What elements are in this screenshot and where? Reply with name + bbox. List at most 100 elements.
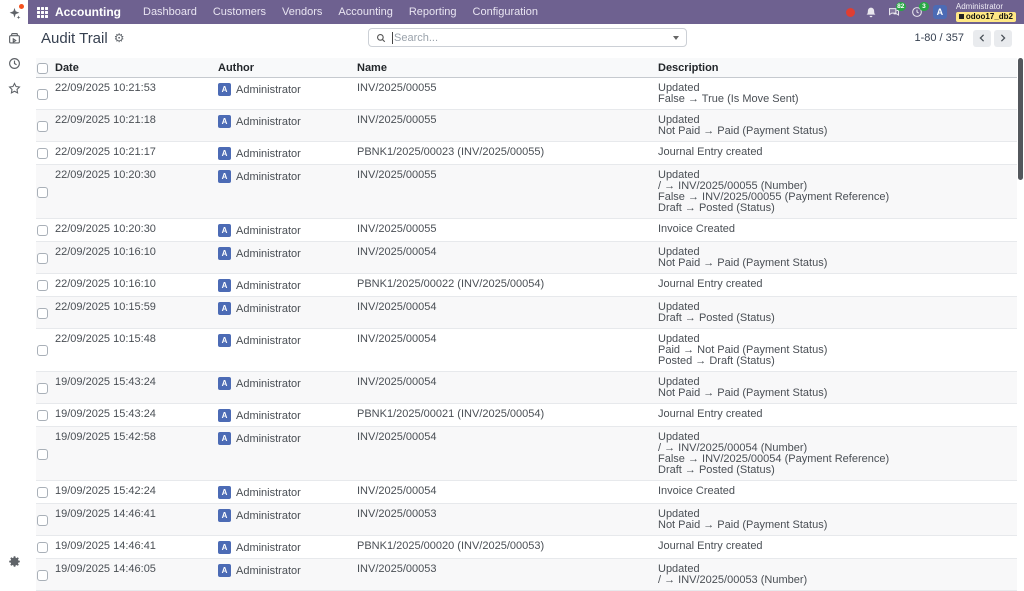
search-input[interactable]: Search... [368, 28, 687, 47]
row-checkbox[interactable] [37, 148, 48, 159]
author-avatar: A [218, 432, 231, 445]
row-checkbox[interactable] [37, 280, 48, 291]
menu-item-accounting[interactable]: Accounting [330, 0, 400, 24]
cell-name: PBNK1/2025/00022 (INV/2025/00054) [357, 274, 658, 297]
menu-item-vendors[interactable]: Vendors [274, 0, 330, 24]
activities-badge: 3 [919, 2, 929, 11]
column-header-name[interactable]: Name [357, 58, 658, 78]
browser-tool-sidebar [0, 0, 28, 576]
row-checkbox[interactable] [37, 187, 48, 198]
cell-name: PBNK1/2025/00023 (INV/2025/00055) [357, 142, 658, 165]
row-checkbox[interactable] [37, 410, 48, 421]
row-checkbox[interactable] [37, 449, 48, 460]
row-checkbox[interactable] [37, 542, 48, 553]
row-checkbox[interactable] [37, 121, 48, 132]
cell-date: 19/09/2025 14:46:05 [55, 559, 218, 591]
settings-gear-icon[interactable] [7, 554, 21, 568]
column-header-author[interactable]: Author [218, 58, 357, 78]
author-avatar: A [218, 279, 231, 292]
menu-item-dashboard[interactable]: Dashboard [135, 0, 205, 24]
search-placeholder: Search... [392, 32, 667, 44]
author-name: Administrator [236, 84, 301, 96]
cell-description: Invoice Created [658, 219, 1017, 242]
chevron-right-icon [999, 34, 1007, 42]
messages-icon[interactable]: 82 [887, 5, 901, 19]
bell-icon[interactable] [864, 5, 878, 19]
row-checkbox[interactable] [37, 515, 48, 526]
scrollbar-thumb[interactable] [1018, 58, 1023, 180]
description-line: / → INV/2025/00055 (Number) [658, 181, 1013, 192]
pager-next-button[interactable] [994, 30, 1012, 47]
select-all-checkbox[interactable] [37, 63, 48, 74]
clock-icon[interactable] [7, 56, 21, 70]
column-header-description[interactable]: Description [658, 58, 1017, 78]
description-line: False → INV/2025/00054 (Payment Referenc… [658, 454, 1013, 465]
menu-item-configuration[interactable]: Configuration [465, 0, 546, 24]
author-name: Administrator [236, 248, 301, 260]
cell-name: INV/2025/00054 [357, 481, 658, 504]
cell-name: PBNK1/2025/00020 (INV/2025/00053) [357, 536, 658, 559]
user-avatar[interactable]: A [933, 5, 947, 19]
menu-item-reporting[interactable]: Reporting [401, 0, 465, 24]
search-dropdown-caret-icon[interactable] [673, 36, 679, 40]
cell-name: INV/2025/00054 [357, 372, 658, 404]
row-checkbox[interactable] [37, 225, 48, 236]
action-gear-icon[interactable]: ⚙ [114, 32, 125, 44]
row-checkbox[interactable] [37, 487, 48, 498]
description-line: Updated [658, 564, 1013, 575]
row-checkbox[interactable] [37, 570, 48, 581]
pager: 1-80 / 357 [914, 30, 1012, 47]
row-checkbox[interactable] [37, 345, 48, 356]
column-header-date[interactable]: Date [55, 58, 218, 78]
cell-date: 19/09/2025 15:43:24 [55, 372, 218, 404]
apps-grid-icon[interactable] [37, 7, 48, 18]
app-name[interactable]: Accounting [55, 5, 121, 19]
description-line: Journal Entry created [658, 279, 1013, 290]
description-line: Journal Entry created [658, 541, 1013, 552]
sparkle-icon[interactable] [7, 6, 21, 20]
row-checkbox[interactable] [37, 308, 48, 319]
layers-icon[interactable] [7, 31, 21, 45]
description-line: Journal Entry created [658, 147, 1013, 158]
description-line: Updated [658, 83, 1013, 94]
database-badge: odoo17_db2 [956, 12, 1016, 22]
cell-name: INV/2025/00054 [357, 427, 658, 481]
row-checkbox[interactable] [37, 383, 48, 394]
user-menu[interactable]: Administrator odoo17_db2 [956, 3, 1016, 22]
row-checkbox[interactable] [37, 89, 48, 100]
description-line: Updated [658, 247, 1013, 258]
cell-date: 22/09/2025 10:15:59 [55, 297, 218, 329]
star-icon[interactable] [7, 81, 21, 95]
author-avatar: A [218, 377, 231, 390]
pager-previous-button[interactable] [973, 30, 991, 47]
menu-item-customers[interactable]: Customers [205, 0, 274, 24]
record-indicator-icon [846, 8, 855, 17]
description-line: Not Paid → Paid (Payment Status) [658, 388, 1013, 399]
activities-clock-icon[interactable]: 3 [910, 5, 924, 19]
cell-date: 22/09/2025 10:15:48 [55, 329, 218, 372]
row-checkbox[interactable] [37, 253, 48, 264]
cell-description: Journal Entry created [658, 404, 1017, 427]
